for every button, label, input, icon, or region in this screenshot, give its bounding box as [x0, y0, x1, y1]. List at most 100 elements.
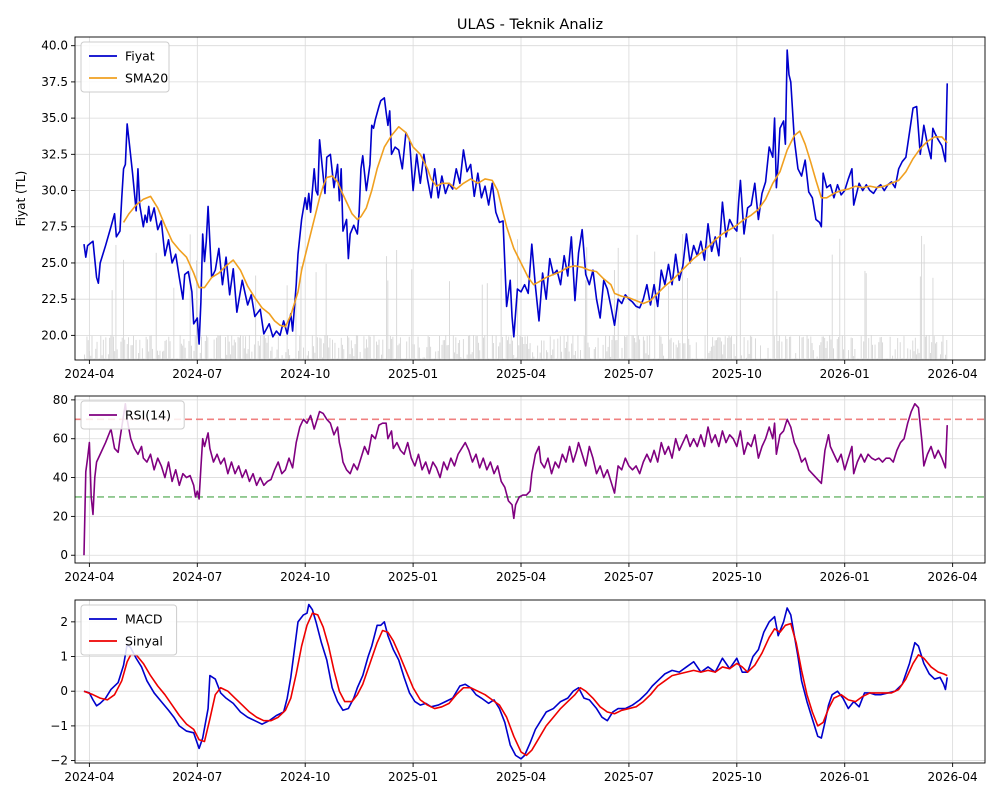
volume-bar [342, 344, 343, 360]
x-tick-label: 2026-04 [928, 770, 978, 784]
volume-bar [184, 347, 186, 360]
volume-bar [770, 358, 771, 360]
volume-bar [140, 358, 142, 360]
volume-bar [707, 240, 709, 360]
volume-bar [388, 348, 390, 360]
volume-bar [270, 350, 272, 360]
volume-bar [553, 339, 555, 360]
volume-bar [430, 346, 432, 360]
volume-bar [514, 357, 516, 360]
volume-bar [600, 358, 602, 360]
volume-bar [408, 336, 410, 360]
volume-bar [493, 343, 495, 360]
volume-bar [678, 340, 680, 360]
volume-bar [760, 345, 761, 360]
volume-bar [843, 349, 845, 360]
plot-area [75, 402, 985, 556]
volume-bar [525, 343, 527, 360]
volume-bar [583, 335, 585, 360]
volume-bar [674, 358, 676, 360]
volume-bar [245, 336, 247, 360]
volume-bar [374, 358, 376, 360]
volume-bar [644, 340, 646, 360]
volume-bar [743, 337, 745, 360]
y-tick-label: 37.5 [41, 75, 68, 89]
volume-bar [749, 335, 751, 360]
volume-bar [839, 238, 841, 360]
volume-bar [850, 337, 852, 360]
volume-bar [597, 337, 599, 360]
volume-bar [548, 358, 550, 360]
volume-bar [381, 354, 382, 360]
volume-bar [389, 335, 391, 360]
volume-bar [483, 337, 484, 360]
volume-bar [199, 352, 201, 360]
volume-bar [452, 335, 454, 360]
plot-area [83, 49, 949, 360]
volume-bar [303, 347, 304, 360]
volume-bar [150, 335, 152, 360]
volume-bar [917, 348, 919, 360]
volume-bar [304, 358, 306, 360]
volume-bar [556, 358, 557, 360]
volume-bar [121, 337, 123, 360]
volume-bar [291, 358, 293, 360]
volume-bar [227, 335, 229, 360]
volume-bar [418, 347, 420, 360]
volume-bar [874, 344, 876, 360]
volume-bar [786, 338, 788, 360]
grid-lines [75, 37, 985, 360]
volume-bar [248, 335, 250, 360]
volume-bar [240, 335, 241, 360]
volume-bar [650, 358, 652, 360]
volume-bar [298, 350, 299, 360]
volume-bar [484, 335, 486, 360]
volume-bar [670, 337, 672, 360]
volume-bar [277, 336, 279, 360]
volume-bar [872, 344, 873, 360]
volume-bar [561, 351, 563, 360]
volume-bar [523, 344, 525, 360]
volume-bar [260, 335, 262, 360]
volume-bar [911, 358, 912, 360]
y-tick-label: 25.0 [41, 256, 68, 270]
volume-bar [218, 335, 220, 360]
volume-bar [510, 335, 512, 360]
volume-bar [110, 335, 112, 360]
volume-bar [208, 358, 210, 360]
volume-bar [685, 358, 687, 360]
volume-bar [945, 354, 946, 360]
volume-bar [563, 335, 565, 360]
volume-bar [420, 358, 422, 360]
price-panel: 2024-04 2024-07 2024-10 2025-01 2025-04 2025-… [14, 17, 986, 381]
volume-bar [720, 341, 722, 360]
volume-bar [865, 273, 867, 360]
volume-bar [817, 358, 819, 360]
volume-bar [95, 348, 97, 360]
x-tick-label: 2025-04 [496, 770, 546, 784]
volume-bar [421, 358, 423, 360]
volume-bar [378, 339, 380, 360]
volume-bar [214, 358, 216, 360]
series-line-fiyat [83, 49, 949, 345]
volume-bar [612, 335, 614, 360]
volume-bar [182, 345, 184, 360]
volume-bar [154, 358, 156, 360]
volume-bar [447, 344, 449, 360]
volume-bar [242, 335, 244, 360]
y-tick-label: 35.0 [41, 111, 68, 125]
volume-bar [136, 358, 138, 360]
volume-bar [428, 336, 430, 360]
volume-bar [177, 358, 179, 360]
volume-bar [432, 358, 434, 360]
volume-bar [710, 346, 712, 360]
volume-bar [640, 358, 642, 360]
volume-bar [159, 350, 161, 360]
volume-bar [450, 358, 452, 360]
volume-bar [637, 335, 639, 360]
volume-bar [267, 335, 269, 360]
volume-bar [393, 358, 395, 360]
legend-label: Fiyat [125, 49, 155, 64]
volume-bar [87, 340, 89, 360]
volume-bar [396, 249, 398, 360]
